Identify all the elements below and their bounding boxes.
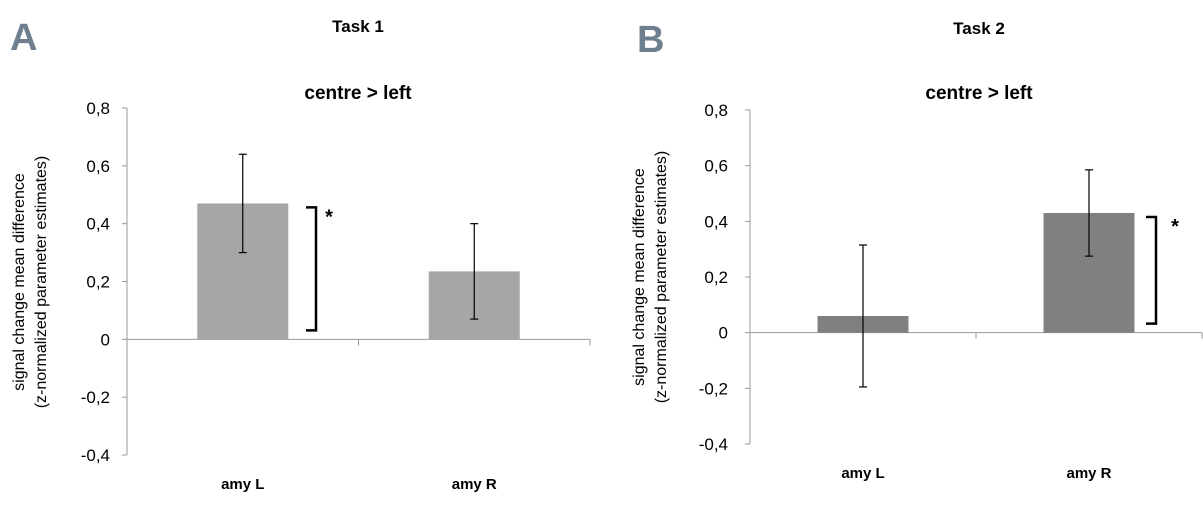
- panel-a-y-axis-label-2: (z-normalized parameter estimates): [33, 156, 50, 409]
- panel-a-y-tick-label: 0: [101, 330, 110, 349]
- panel-b-y-axis-label-2: (z-normalized parameter estimates): [653, 151, 670, 404]
- panel-a-significance-star: *: [325, 206, 333, 228]
- panel-b-y-tick-label: 0,8: [704, 101, 728, 120]
- panel-b-y-tick-label: 0: [719, 324, 728, 343]
- panel-a-significance-bracket: [306, 206, 318, 332]
- panel-b-category-label: amy R: [1066, 465, 1111, 482]
- panel-b-y-tick-label: 0,4: [704, 212, 728, 231]
- panel-b-y-tick-label: 0,2: [704, 268, 728, 287]
- panel-b-significance-star: *: [1171, 216, 1179, 238]
- panel-a-y-tick-label: 0,4: [86, 215, 110, 234]
- panel-a-y-axis-label: signal change mean difference: [11, 173, 28, 391]
- panel-a-y-tick-label: 0,6: [86, 157, 110, 176]
- panel-a-task-title: Task 1: [332, 17, 384, 36]
- panel-b-y-axis-label: signal change mean difference: [631, 168, 648, 386]
- panel-b-category-label: amy L: [841, 465, 884, 482]
- panel-a-letter: A: [10, 17, 37, 59]
- panel-b-y-tick-label: 0,6: [704, 157, 728, 176]
- panel-a-category-label: amy R: [452, 476, 497, 493]
- panel-a-y-tick-label: 0,2: [86, 273, 110, 292]
- panel-b-significance-bracket: [1146, 215, 1158, 325]
- panel-b-y-tick-label: -0,2: [699, 379, 728, 398]
- panel-b-letter: B: [637, 19, 664, 61]
- panel-b-y-tick-label: -0,4: [699, 435, 728, 454]
- panel-a-chart-title: centre > left: [304, 83, 412, 104]
- panel-a-y-tick-label: -0,2: [81, 388, 110, 407]
- panel-b-task-title: Task 2: [953, 19, 1005, 38]
- panel-a-y-tick-label: 0,8: [86, 99, 110, 118]
- panel-a-y-tick-label: -0,4: [81, 446, 110, 465]
- panel-a-category-label: amy L: [221, 476, 264, 493]
- panel-b-chart-title: centre > left: [925, 83, 1033, 104]
